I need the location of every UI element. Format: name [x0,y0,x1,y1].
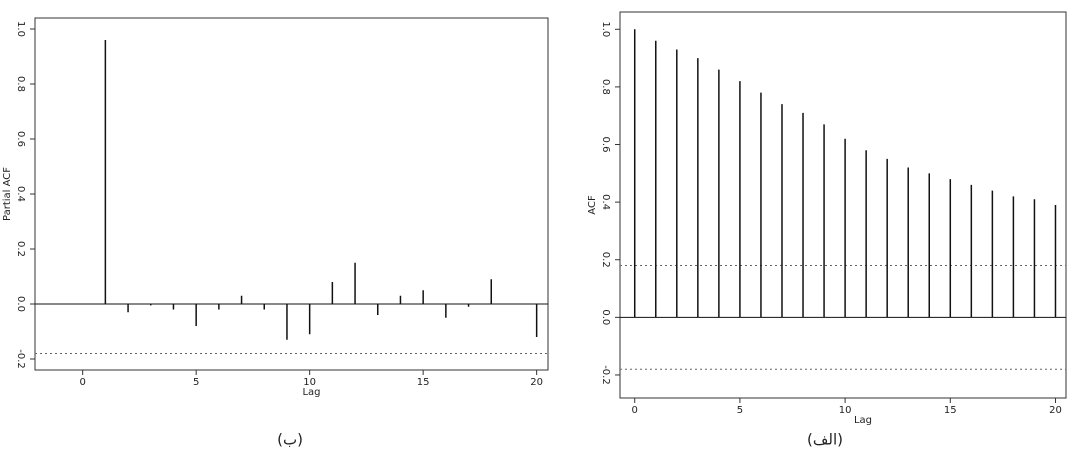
y-tick-label: 1.0 [600,21,611,37]
y-tick-label: 0.0 [600,309,611,325]
x-tick-label: 15 [944,405,957,416]
y-tick-label: 0.6 [15,131,26,147]
plot-frame [619,11,1067,399]
y-tick-label: 0.2 [15,241,26,257]
x-tick-label: 5 [193,377,199,388]
y-tick-label: 0.6 [600,137,611,153]
y-tick-label: 0.4 [15,186,26,202]
x-tick-label: 20 [530,377,543,388]
x-tick-label: 10 [839,405,852,416]
y-tick-label: -0.2 [15,349,26,369]
x-tick-label: 0 [79,377,85,388]
y-tick-label: -0.2 [600,365,611,385]
x-tick-label: 0 [632,405,638,416]
y-axis-label: Partial ACF [2,167,13,221]
y-tick-label: 0.8 [15,76,26,92]
y-tick-label: 0.0 [15,296,26,312]
caption: (ب) [277,431,303,449]
x-axis-label: Lag [302,387,320,398]
x-tick-label: 15 [417,377,430,388]
x-tick-label: 20 [1049,405,1062,416]
caption: (الف) [807,431,843,449]
y-tick-label: 1.0 [15,21,26,37]
y-tick-label: 0.8 [600,79,611,95]
x-axis-label: Lag [854,415,872,426]
y-tick-label: 0.2 [600,252,611,268]
plot-frame [34,17,549,371]
y-axis-label: ACF [587,195,598,215]
x-tick-label: 5 [737,405,743,416]
x-tick-label: 10 [303,377,316,388]
y-tick-label: 0.4 [600,194,611,210]
